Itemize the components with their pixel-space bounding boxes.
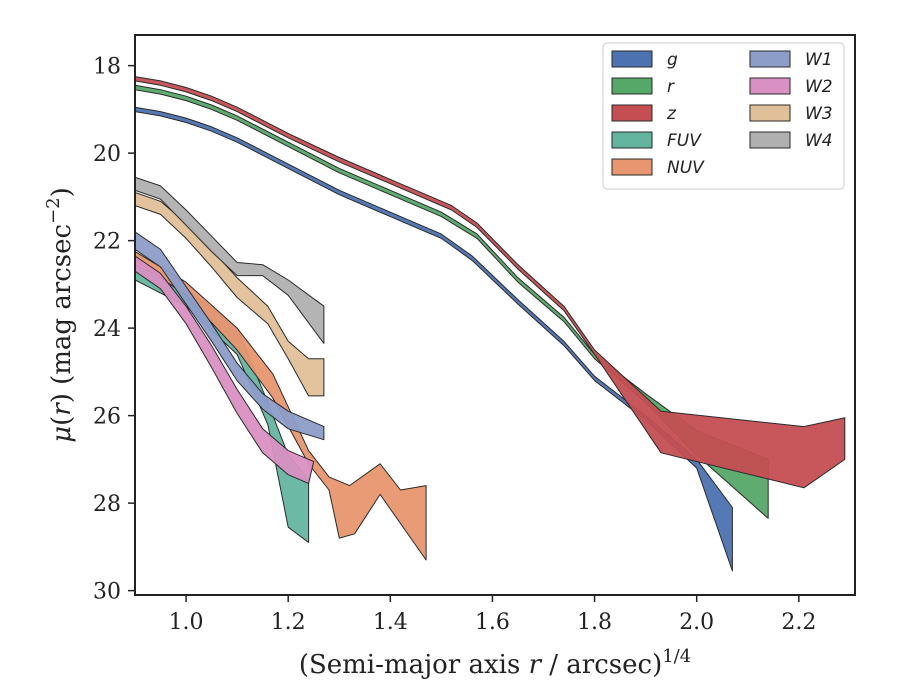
legend-label-w3: W3 [805, 104, 833, 124]
legend-label-w4: W4 [805, 131, 833, 151]
x-axis-label: (Semi-major axis r / arcsec)1/4 [299, 646, 691, 680]
legend: grz FUV NUV W1 W2 W3 W4 [602, 42, 845, 190]
legend-swatch-w2 [749, 77, 791, 95]
x-tick-label: 2.2 [781, 610, 816, 635]
y-tick-label: 22 [93, 230, 121, 255]
legend-label-z: z [666, 104, 677, 124]
legend-swatch-g [611, 50, 653, 68]
band-w1 [135, 231, 325, 441]
legend-swatch-nuv [611, 158, 653, 176]
y-tick-label: 20 [93, 142, 121, 167]
legend-swatch-w4 [749, 131, 791, 149]
legend-swatch-z [611, 104, 653, 122]
legend-swatch-fuv [611, 131, 653, 149]
y-tick-label: 30 [93, 580, 121, 605]
x-tick-label: 1.0 [169, 610, 204, 635]
legend-label-w1: W1 [805, 50, 833, 70]
legend-label-fuv: FUV [667, 131, 702, 151]
y-tick-label: 18 [93, 55, 121, 80]
x-axis: 1.0 1.2 1.4 1.6 1.8 2.0 2.2 [169, 595, 816, 635]
y-tick-label: 26 [93, 405, 121, 430]
y-tick-label: 24 [93, 317, 121, 342]
legend-label-nuv: NUV [667, 158, 705, 178]
legend-swatch-w1 [749, 50, 791, 68]
y-axis: 18 20 22 24 26 28 30 [93, 55, 135, 605]
x-tick-label: 1.4 [373, 610, 408, 635]
x-tick-label: 2.0 [679, 610, 714, 635]
band-r [135, 84, 769, 519]
band-g [135, 106, 733, 572]
x-tick-label: 1.2 [271, 610, 306, 635]
x-tick-label: 1.8 [577, 610, 612, 635]
legend-swatch-r [611, 77, 653, 95]
band-z [135, 76, 846, 489]
y-tick-label: 28 [93, 492, 121, 517]
y-axis-label: μ(r) (mag arcsec−2) [43, 187, 77, 443]
legend-label-g: g [667, 50, 678, 70]
band-w2 [135, 255, 315, 484]
legend-label-r: r [667, 77, 675, 97]
x-tick-label: 1.6 [475, 610, 510, 635]
legend-swatch-w3 [749, 104, 791, 122]
plot-frame [134, 34, 856, 596]
legend-label-w2: W2 [805, 77, 833, 97]
band-w4 [135, 176, 325, 344]
